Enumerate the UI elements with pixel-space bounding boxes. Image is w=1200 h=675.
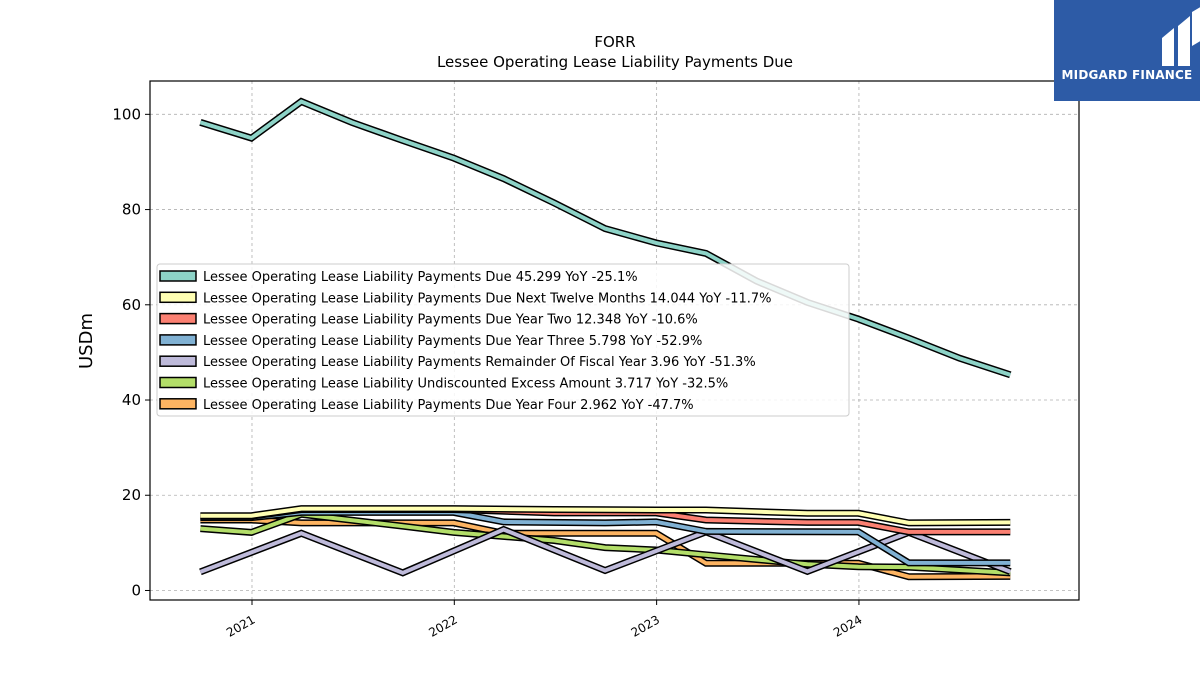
legend-item: Lessee Operating Lease Liability Payment…: [159, 291, 772, 306]
chart-subtitle: Lessee Operating Lease Liability Payment…: [437, 53, 793, 71]
legend-item: Lessee Operating Lease Liability Undisco…: [159, 376, 728, 392]
legend: Lessee Operating Lease Liability Payment…: [156, 263, 850, 417]
series-line-2: [200, 505, 1011, 527]
y-tick-label: 0: [131, 581, 141, 599]
y-tick-label: 60: [122, 296, 141, 314]
legend-label: Lessee Operating Lease Liability Payment…: [203, 270, 638, 285]
legend-label: Lessee Operating Lease Liability Payment…: [203, 291, 772, 306]
brand-mark-icon: [1162, 7, 1200, 66]
brand-logo: MIDGARD FINANCE: [1054, 0, 1200, 101]
y-tick-label: 40: [122, 391, 141, 409]
legend-item: Lessee Operating Lease Liability Payment…: [159, 398, 694, 413]
legend-label: Lessee Operating Lease Liability Payment…: [203, 355, 756, 370]
x-tick-label: 2024: [831, 612, 864, 639]
y-axis-label: USDm: [76, 313, 97, 369]
x-tick-label: 2022: [426, 612, 459, 639]
brand-name: MIDGARD FINANCE: [1061, 68, 1193, 82]
legend-item: Lessee Operating Lease Liability Payment…: [159, 355, 756, 370]
legend-swatch: [159, 355, 197, 367]
legend-label: Lessee Operating Lease Liability Payment…: [203, 398, 694, 413]
legend-box: [156, 263, 850, 417]
y-tick-label: 100: [112, 105, 141, 123]
plot-frame: [149, 80, 1080, 601]
x-tick-label: 2023: [629, 612, 662, 639]
legend-swatch: [159, 334, 197, 346]
y-tick-label: 20: [122, 486, 141, 504]
legend-swatch: [159, 291, 197, 304]
legend-swatch: [159, 376, 197, 389]
legend-swatch: [159, 398, 197, 410]
series-line-1: [199, 97, 1012, 379]
legend-label: Lessee Operating Lease Liability Undisco…: [203, 377, 728, 392]
x-tick-label: 2021: [224, 612, 257, 639]
legend-item: Lessee Operating Lease Liability Payment…: [159, 270, 638, 285]
legend-label: Lessee Operating Lease Liability Payment…: [203, 334, 702, 349]
series-lines: [199, 97, 1012, 581]
y-tick-label: 80: [122, 201, 141, 219]
legend-item: Lessee Operating Lease Liability Payment…: [159, 334, 702, 349]
series-stroke: [199, 99, 1011, 377]
legend-swatch: [159, 312, 197, 325]
legend-item: Lessee Operating Lease Liability Payment…: [159, 312, 698, 328]
chart-title: FORR: [594, 33, 635, 51]
legend-label: Lessee Operating Lease Liability Payment…: [203, 313, 698, 328]
series-stroke: [200, 506, 1011, 525]
legend-swatch: [159, 270, 197, 282]
